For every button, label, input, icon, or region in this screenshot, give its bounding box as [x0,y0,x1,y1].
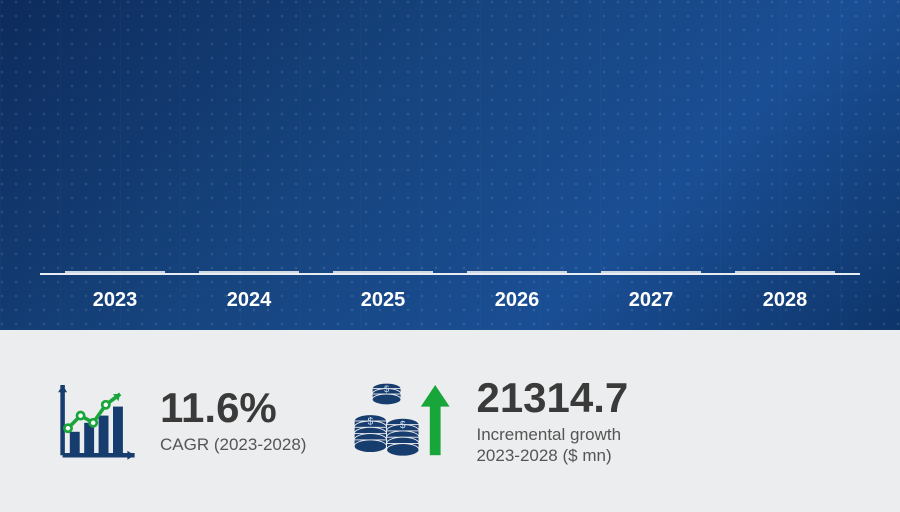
x-axis-label: 2028 [718,289,852,312]
x-axis-label: 2026 [450,289,584,312]
cagr-value: 11.6% [160,386,306,430]
svg-text:$: $ [368,417,374,428]
chart-panel: 202320242025202620272028 [0,0,900,330]
stat-cagr: 11.6% CAGR (2023-2028) [50,376,306,466]
bars-row [40,30,860,275]
bar [65,271,164,273]
cagr-label: CAGR (2023-2028) [160,434,306,455]
stats-panel: 11.6% CAGR (2023-2028) $ [0,330,900,512]
bar [333,271,432,273]
bar [601,271,700,273]
x-axis-label: 2027 [584,289,718,312]
incremental-label-line2: 2023-2028 ($ mn) [476,446,611,465]
bar [467,271,566,273]
incremental-label-line1: Incremental growth [476,425,621,444]
stat-cagr-text: 11.6% CAGR (2023-2028) [160,386,306,455]
x-axis-label: 2025 [316,289,450,312]
growth-chart-icon [50,376,140,466]
bar-slot [718,271,852,273]
x-axis-label: 2024 [182,289,316,312]
svg-text:$: $ [401,420,407,431]
bar-slot [450,271,584,273]
bar-slot [584,271,718,273]
infographic-root: 202320242025202620272028 [0,0,900,512]
x-axis-labels: 202320242025202620272028 [40,275,860,312]
incremental-value: 21314.7 [476,376,628,420]
incremental-label: Incremental growth 2023-2028 ($ mn) [476,424,628,467]
chart-area: 202320242025202620272028 [40,30,860,312]
stat-incremental-text: 21314.7 Incremental growth 2023-2028 ($ … [476,376,628,467]
x-axis-label: 2023 [48,289,182,312]
bar-slot [316,271,450,273]
svg-text:$: $ [385,384,390,394]
bar [735,271,834,273]
bar-slot [48,271,182,273]
stat-incremental: $ $ [346,376,628,467]
bar [199,271,298,273]
bar-slot [182,271,316,273]
coins-arrow-icon: $ $ [346,376,456,466]
